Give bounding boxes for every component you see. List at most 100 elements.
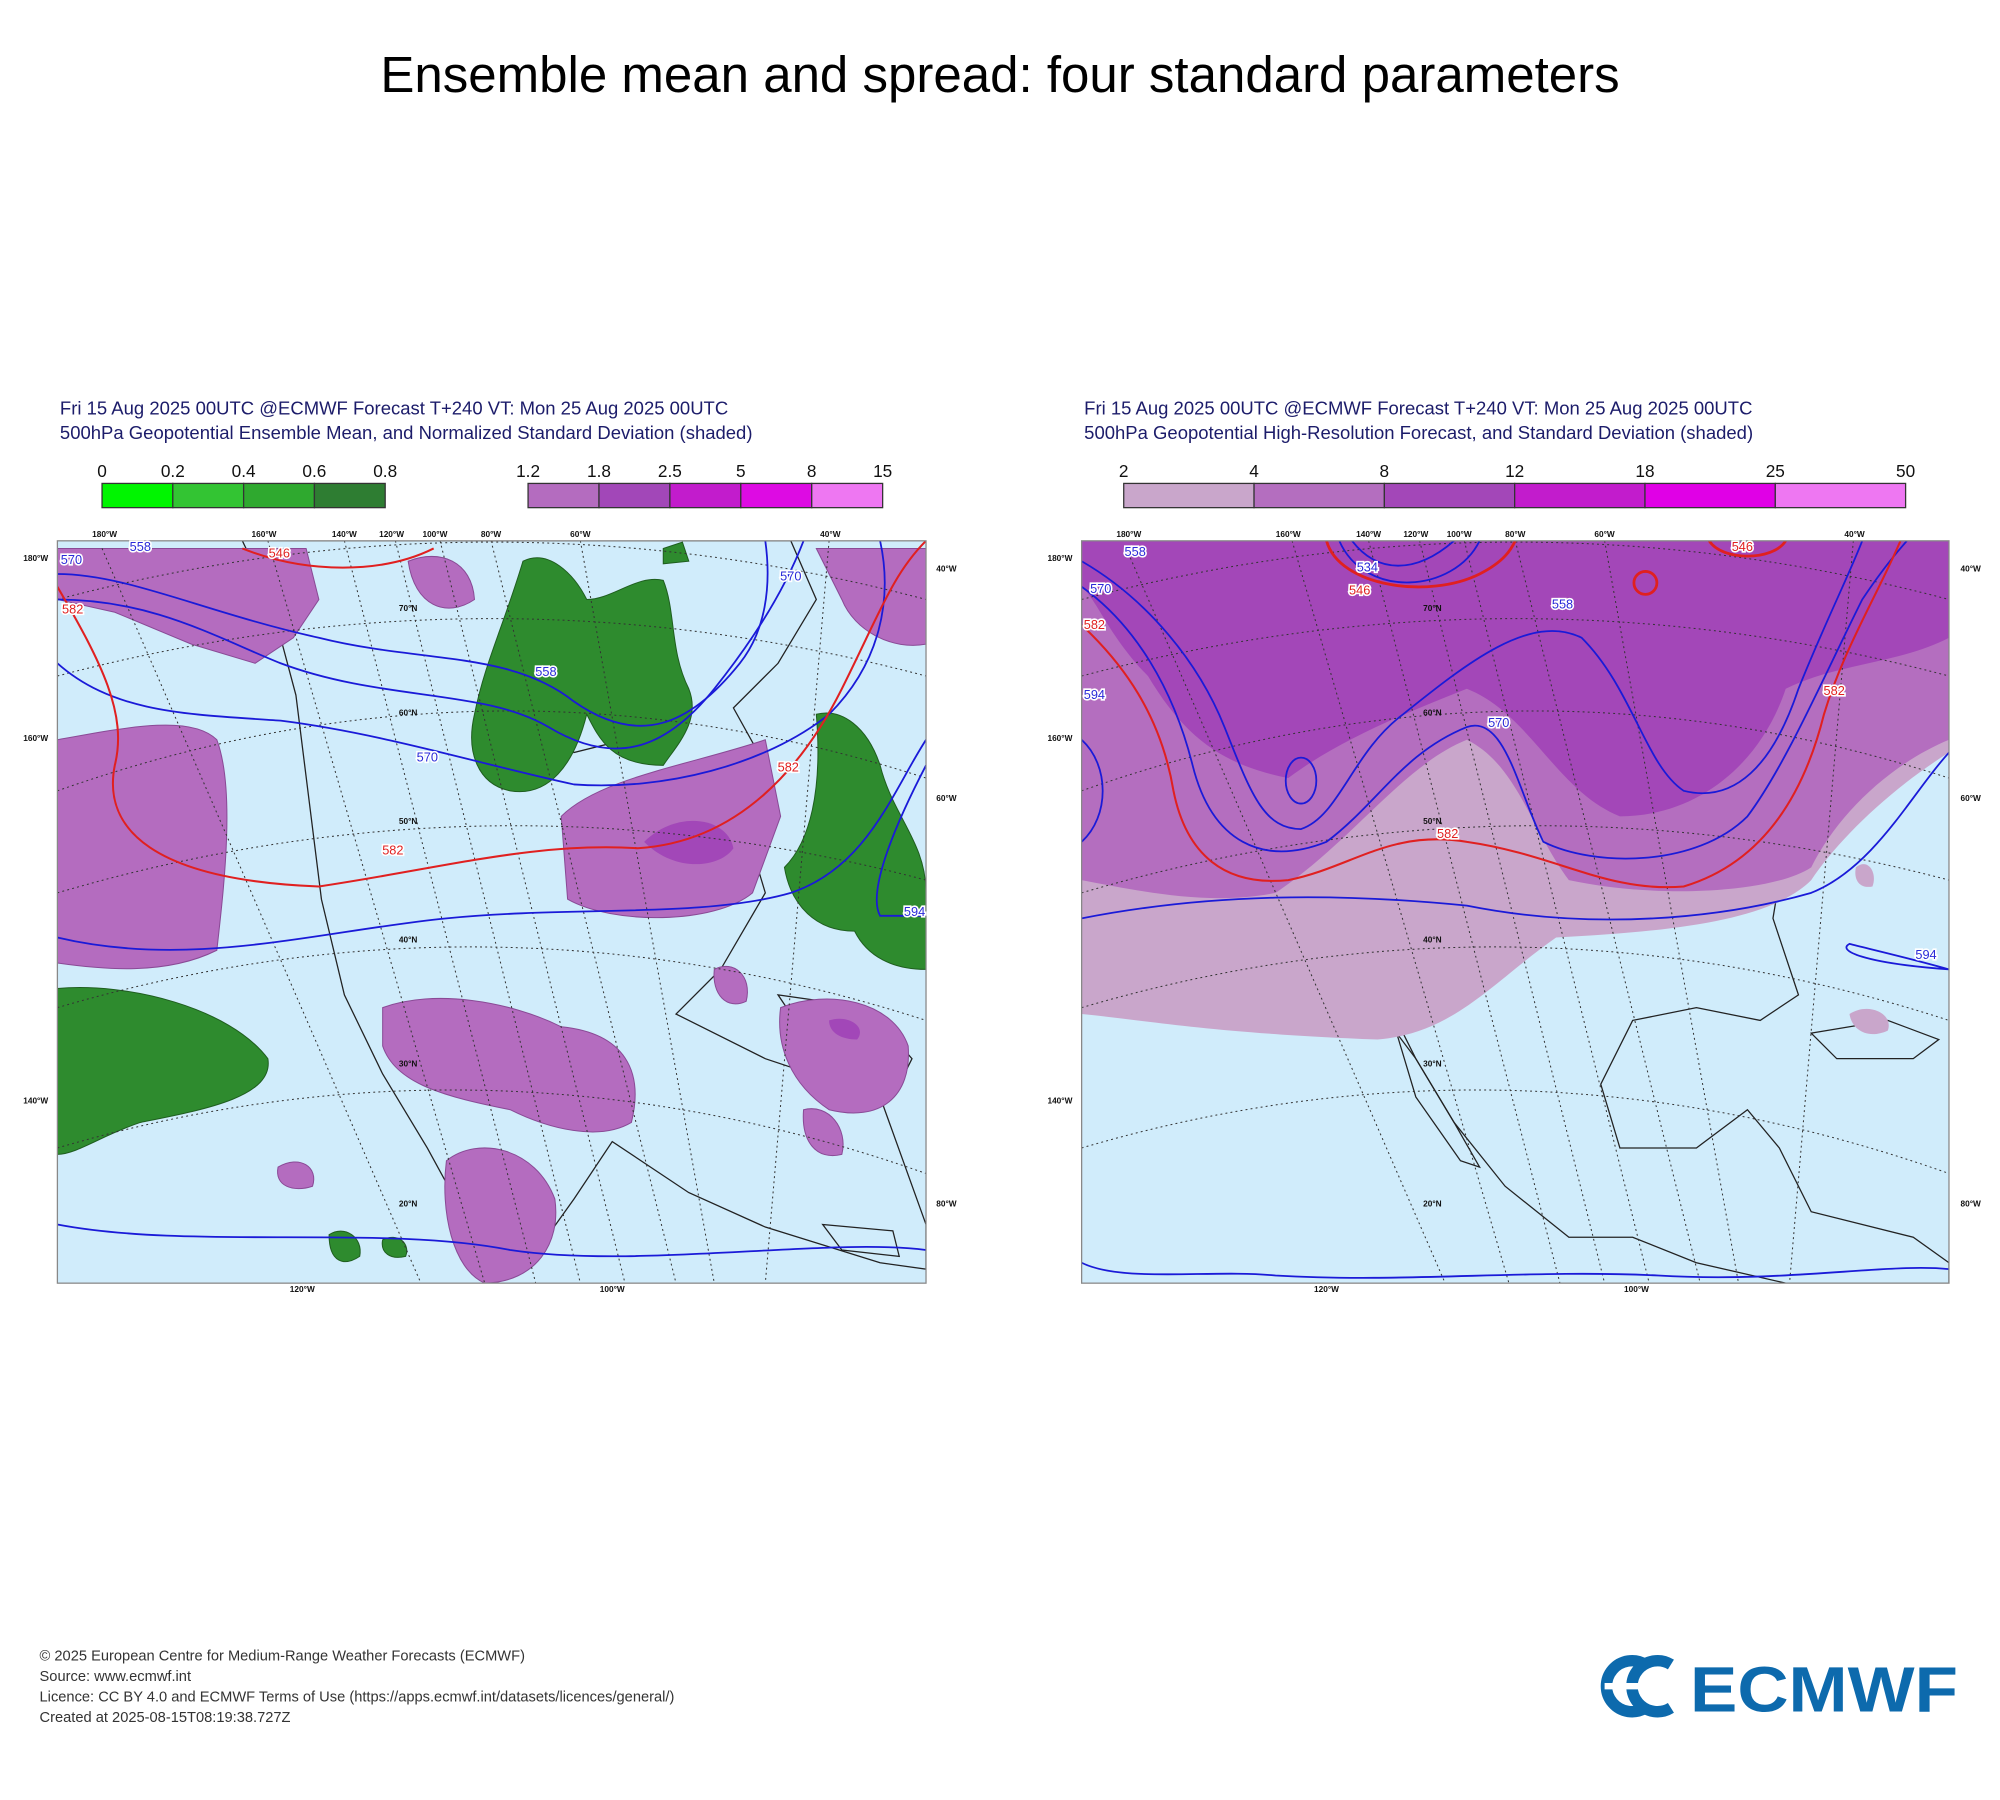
lon-label: 60°W	[1594, 529, 1615, 539]
colorbar-tick-label: 1.8	[587, 461, 611, 481]
contour-label: 570	[1488, 715, 1509, 730]
contour-label: 558	[535, 664, 556, 679]
lon-label: 160°W	[252, 529, 277, 539]
spread-shading	[1081, 540, 1949, 1040]
lon-label: 100°W	[422, 529, 447, 539]
footer-line: Licence: CC BY 4.0 and ECMWF Terms of Us…	[40, 1690, 675, 1706]
spread-shading	[57, 547, 927, 1284]
lon-label: 80°W	[481, 529, 502, 539]
colorbar-segment	[1253, 482, 1385, 509]
lat-label: 30°N	[399, 1058, 418, 1068]
lon-label: 60°W	[570, 529, 591, 539]
colorbar-segment	[242, 482, 316, 509]
panel-header: Fri 15 Aug 2025 00UTC @ECMWF Forecast T+…	[60, 398, 728, 419]
lon-label: 80°W	[1505, 529, 1526, 539]
colorbar-segment	[669, 482, 742, 509]
footer-line: Source: www.ecmwf.int	[40, 1669, 192, 1685]
geopotential-contours	[1081, 540, 1949, 1279]
colorbar-segment	[1644, 482, 1776, 509]
colorbar-segment	[740, 482, 813, 509]
contour-label: 558	[1552, 596, 1573, 611]
lon-label: 140°W	[1047, 1095, 1072, 1105]
lon-label: 180°W	[1047, 553, 1072, 563]
lon-label: 80°W	[936, 1199, 957, 1209]
lon-label: 40°W	[1844, 529, 1865, 539]
contour-label: 570	[1090, 581, 1111, 596]
contour-label: 546	[1732, 539, 1753, 554]
colorbar-tick-label: 0.2	[161, 461, 185, 481]
colorbar-segment	[1383, 482, 1516, 509]
lon-label: 120°W	[1314, 1284, 1339, 1294]
lon-label: 80°W	[1960, 1199, 1981, 1209]
lat-label: 40°N	[1423, 935, 1442, 945]
colorbar-tick-label: 1.2	[516, 461, 540, 481]
colorbar-segment	[172, 482, 245, 509]
map-left	[57, 540, 927, 1284]
graticule	[57, 540, 927, 1284]
colorbar-segment	[598, 482, 671, 509]
map-frame	[1080, 540, 1950, 1284]
colorbar-tick-label: 0.6	[302, 461, 326, 481]
lat-label: 30°N	[1423, 1058, 1442, 1068]
colorbar-tick-label: 18	[1635, 461, 1654, 481]
colorbar-tick-label: 50	[1896, 461, 1915, 481]
lon-label: 40°W	[936, 563, 957, 573]
low-spread-shading	[57, 541, 927, 1262]
colorbar-tick-label: 0.8	[373, 461, 397, 481]
lon-label: 100°W	[1624, 1284, 1649, 1294]
contour-label: 570	[417, 749, 438, 764]
contour-label: 594	[1084, 687, 1105, 702]
geopotential-contours	[57, 540, 927, 1258]
lon-label: 140°W	[23, 1095, 48, 1105]
colorbar-segment	[101, 482, 174, 509]
colorbar-segment	[313, 482, 386, 509]
colorbar-segment	[1123, 482, 1255, 509]
lon-label: 120°W	[1403, 529, 1428, 539]
contour-label: 582	[62, 602, 83, 617]
lon-label: 60°W	[936, 793, 957, 803]
lat-label: 40°N	[399, 935, 418, 945]
contour-label: 582	[382, 843, 403, 858]
lon-label: 180°W	[1116, 529, 1141, 539]
lon-label: 120°W	[379, 529, 404, 539]
lon-label: 100°W	[1447, 529, 1472, 539]
lat-label: 60°N	[1423, 708, 1442, 718]
colorbar-tick-label: 15	[873, 461, 892, 481]
colorbar-segment	[527, 482, 600, 509]
map-frame	[56, 540, 927, 1284]
contour-label: 582	[1437, 826, 1458, 841]
lon-label: 140°W	[332, 529, 357, 539]
lon-label: 160°W	[23, 733, 48, 743]
lat-label: 20°N	[399, 1199, 418, 1209]
panel-header: 500hPa Geopotential Ensemble Mean, and N…	[60, 422, 753, 443]
contour-label: 546	[1349, 582, 1370, 597]
contour-label: 570	[780, 568, 801, 583]
contour-label: 582	[1824, 683, 1845, 698]
colorbar-tick-label: 8	[1380, 461, 1390, 481]
colorbar-tick-label: 0	[97, 461, 107, 481]
panel-header: Fri 15 Aug 2025 00UTC @ECMWF Forecast T+…	[1084, 398, 1752, 419]
footer-line: Created at 2025-08-15T08:19:38.727Z	[40, 1710, 291, 1726]
spread-shading-strong	[644, 820, 860, 1040]
colorbar-tick-label: 12	[1505, 461, 1524, 481]
lat-label: 20°N	[1423, 1199, 1442, 1209]
lon-label: 160°W	[1276, 529, 1301, 539]
colorbar-tick-label: 2	[1119, 461, 1129, 481]
lon-label: 100°W	[600, 1284, 625, 1294]
colorbar-tick-label: 2.5	[658, 461, 682, 481]
lon-label: 180°W	[92, 529, 117, 539]
colorbar-segment	[1514, 482, 1646, 509]
colorbar-tick-label: 4	[1249, 461, 1259, 481]
contour-label: 594	[1915, 947, 1936, 962]
colorbar-tick-label: 5	[736, 461, 746, 481]
lon-label: 60°W	[1960, 793, 1981, 803]
page-title: Ensemble mean and spread: four standard …	[380, 46, 1619, 103]
contour-label: 570	[61, 552, 82, 567]
colorbar-tick-label: 8	[807, 461, 817, 481]
footer-line: © 2025 European Centre for Medium-Range …	[40, 1649, 525, 1665]
colorbar-segment	[1774, 482, 1907, 509]
colorbar-tick-label: 25	[1766, 461, 1785, 481]
lon-label: 160°W	[1047, 733, 1072, 743]
lat-label: 50°N	[399, 816, 418, 826]
